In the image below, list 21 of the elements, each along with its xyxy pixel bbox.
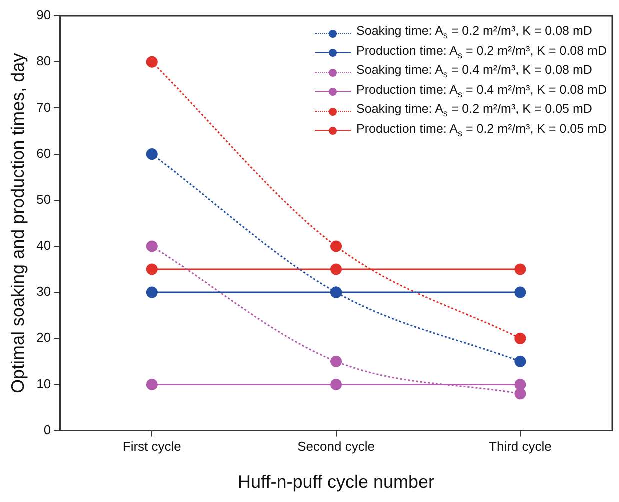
- y-tick-label: 30: [36, 284, 52, 300]
- x-axis-title: Huff-n-puff cycle number: [238, 472, 434, 492]
- x-tick-label: Second cycle: [298, 439, 375, 454]
- legend-label: Production time: A$_{s}$ = 0.2 m²/m³, K = 0.08 mD: [356, 44, 607, 62]
- legend-label: Soaking time: A$_{s}$ = 0.2 m²/m³, K = 0.05 mD: [356, 102, 592, 120]
- y-tick-label: 80: [36, 54, 52, 69]
- legend-label: Production time: A$_{s}$ = 0.2 m²/m³, K = 0.05 mD: [356, 122, 607, 140]
- y-tick-label: 60: [36, 146, 52, 161]
- y-tick-label: 50: [36, 192, 52, 207]
- y-axis-title: Optimal soaking and production times, day: [8, 53, 28, 394]
- y-tick-label: 90: [36, 8, 52, 23]
- y-tick-label: 10: [36, 376, 52, 392]
- y-tick-label: 40: [36, 238, 52, 254]
- legend-label: Soaking time: A$_{s}$ = 0.2 m²/m³, K = 0.08 mD: [356, 24, 592, 42]
- y-tick-label: 20: [36, 330, 52, 346]
- legend-label: Production time: A$_{s}$ = 0.4 m²/m³, K = 0.08 mD: [356, 82, 607, 101]
- legend-label: Soaking time: A$_{s}$ = 0.4 m²/m³, K = 0.08 mD: [356, 63, 592, 82]
- y-tick-label: 0: [44, 422, 52, 438]
- x-tick-label: First cycle: [122, 439, 182, 454]
- x-tick-label: Third cycle: [488, 439, 552, 454]
- y-tick-label: 70: [36, 100, 52, 115]
